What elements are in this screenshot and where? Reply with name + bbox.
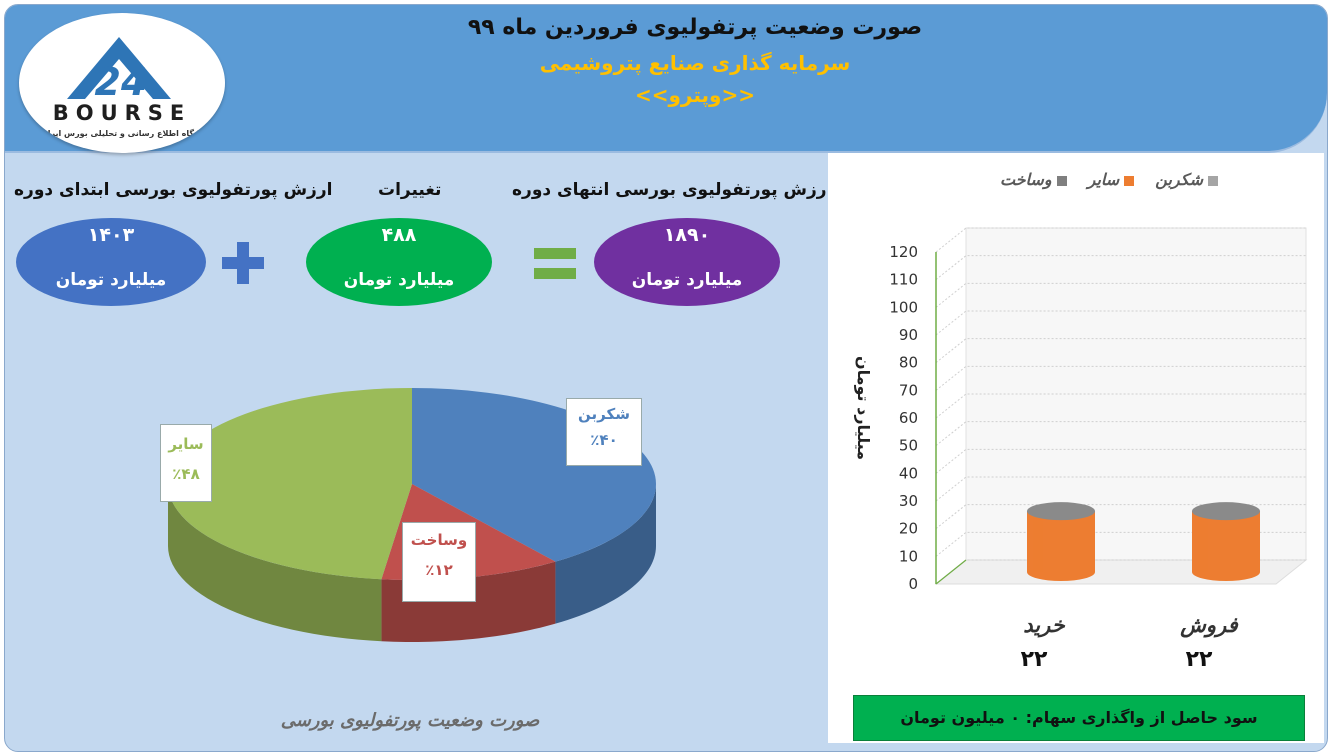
pie-label-shekarbon-name: شکربن	[578, 405, 630, 423]
legend-item-shekarbon: شکربن	[1155, 170, 1218, 189]
y-tick-label: 90	[899, 326, 918, 344]
x-category-label: خرید	[1023, 613, 1065, 638]
y-axis-depth	[935, 559, 967, 585]
bar-cylinder	[1192, 502, 1260, 581]
bar-highlight	[1033, 511, 1043, 572]
legend-label: شکربن	[1155, 170, 1203, 189]
gridline	[935, 338, 1306, 364]
pie-label-sayer-name: سایر	[168, 435, 204, 453]
page-subtitle: سرمایه گذاری صنایع پتروشیمی	[539, 51, 851, 75]
header-banner: 24 BOURSE پایگاه اطلاع رسانی و تحلیلی بو…	[5, 5, 1327, 153]
start-value: ۱۴۰۳	[87, 224, 135, 246]
y-axis-label: میلیارد تومان	[854, 356, 873, 460]
legend-item-vsakht: وساخت	[1000, 170, 1067, 189]
y-tick-label: 0	[908, 575, 918, 593]
pie-label-sayer-percent: ٪۴۸	[172, 465, 200, 483]
logo-tagline: پایگاه اطلاع رسانی و تحلیلی بورس ایران	[40, 129, 204, 138]
pie-caption: صورت وضعیت پورتفولیوی بورسی	[280, 710, 540, 731]
y-tick-label: 20	[899, 520, 918, 538]
x-category-label: فروش	[1179, 613, 1238, 638]
pie-label-vsakht: وساخت ٪۱۲	[402, 522, 476, 602]
sale-profit-box: سود حاصل از واگذاری سهام: ۰ میلیون تومان	[853, 695, 1305, 741]
end-value-oval: ۱۸۹۰ میلیارد تومان	[594, 218, 780, 306]
legend-swatch	[1124, 175, 1135, 186]
y-tick-label: 100	[889, 298, 918, 316]
gridline	[935, 365, 1306, 391]
page-title: صورت وضعیت پرتفولیوی فروردین ماه ۹۹	[467, 15, 923, 40]
bar-top	[1192, 502, 1260, 521]
y-tick-label: 60	[899, 409, 918, 427]
gridline	[935, 255, 1306, 281]
pie-side-2	[168, 484, 382, 642]
bar-chart-svg: 0 10 20 30 40 50 60 70 80 90 100 110 120 میلیارد توما…	[854, 227, 1308, 672]
plus-sign-icon	[222, 242, 264, 288]
bar-top	[1027, 502, 1095, 521]
y-tick-label: 30	[899, 492, 918, 510]
end-value: ۱۸۹۰	[663, 224, 711, 246]
gridline	[935, 310, 1306, 336]
change-value: ۴۸۸	[381, 224, 417, 246]
legend-label: سایر	[1087, 170, 1120, 189]
bar-highlight	[1198, 511, 1208, 572]
legend-swatch	[1208, 175, 1218, 186]
pie-label-vsakht-percent: ٪۱۲	[425, 561, 453, 579]
gridline	[935, 504, 1306, 530]
bar-body	[1192, 511, 1260, 581]
y-tick-label: 80	[899, 354, 918, 372]
y-tick-label: 50	[899, 437, 918, 455]
y-tick-label: 70	[899, 381, 918, 399]
end-value-label: ارزش پورتفولیوی بورسی انتهای دوره	[512, 180, 833, 200]
start-unit: میلیارد تومان	[55, 270, 167, 290]
bar-value-label: ۲۲	[1186, 647, 1213, 672]
pie-label-vsakht-name: وساخت	[410, 531, 468, 549]
pie-slice-2	[167, 388, 412, 580]
logo-wordmark: BOURSE	[52, 101, 192, 125]
change-unit: میلیارد تومان	[343, 270, 455, 290]
gridline	[935, 282, 1306, 308]
gridline	[935, 476, 1306, 502]
gridline	[935, 448, 1306, 474]
y-tick-label: 110	[889, 271, 918, 289]
start-value-label: ارزش پورتفولیوی بورسی ابتدای دوره	[14, 180, 333, 200]
change-value-oval: ۴۸۸ میلیارد تومان	[306, 218, 492, 306]
bar-cylinder	[1027, 502, 1095, 581]
bar-value-label: ۲۲	[1021, 647, 1048, 672]
y-tick-label: 120	[889, 243, 918, 261]
svg-text:24: 24	[95, 60, 148, 104]
equals-sign-icon	[534, 246, 576, 286]
change-value-label: تغییرات	[378, 180, 442, 200]
bar-chart-legend: شکربن سایر وساخت	[948, 170, 1218, 196]
end-unit: میلیارد تومان	[631, 270, 743, 290]
y-tick-label: 40	[899, 464, 918, 482]
legend-item-sayer: سایر	[1088, 170, 1135, 189]
pie-label-shekarbon-percent: ٪۴۰	[590, 431, 618, 449]
bourse24-logo: 24 BOURSE پایگاه اطلاع رسانی و تحلیلی بو…	[19, 13, 225, 153]
gridline	[935, 227, 1306, 253]
pie-side-0	[555, 484, 656, 624]
y-tick-label: 10	[899, 547, 918, 565]
gridline	[935, 421, 1306, 447]
legend-swatch	[1056, 175, 1067, 186]
pie-label-shekarbon: شکربن ٪۴۰	[566, 398, 642, 466]
pie-label-sayer: سایر ٪۴۸	[160, 424, 212, 502]
gridline	[935, 393, 1306, 419]
ticker-label: <<وپترو>>	[634, 83, 755, 107]
legend-label: وساخت	[999, 170, 1052, 189]
start-value-oval: ۱۴۰۳ میلیارد تومان	[16, 218, 206, 306]
bar-body	[1027, 511, 1095, 581]
